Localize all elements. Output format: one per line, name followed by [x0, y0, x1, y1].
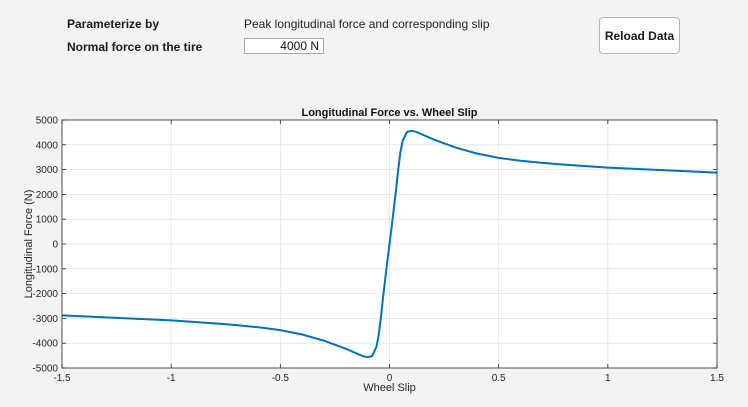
- y-tick-label: -1000: [32, 264, 58, 275]
- y-tick-label: 3000: [36, 165, 59, 176]
- x-tick-label: -1: [167, 373, 176, 384]
- x-tick-label: 0.5: [492, 373, 506, 384]
- parameterize-value[interactable]: Peak longitudinal force and correspondin…: [244, 17, 490, 31]
- parameterize-label: Parameterize by: [67, 17, 160, 31]
- y-tick-label: -3000: [32, 314, 58, 325]
- axis-ticks: -1.5 -1 -0.5 0 0.5 1 1.5 -5000 -4000 -3000 -2000 -1…: [32, 116, 724, 385]
- reload-data-button[interactable]: Reload Data: [599, 17, 680, 54]
- y-tick-label: -5000: [32, 364, 58, 375]
- series-line: [61, 129, 718, 359]
- x-tick-label: -0.5: [272, 373, 290, 384]
- y-tick-label: 2000: [36, 190, 59, 201]
- x-tick-label: 1.5: [710, 373, 724, 384]
- plot-border: [61, 119, 718, 369]
- y-tick-label: -2000: [32, 289, 58, 300]
- y-tick-label: 5000: [36, 116, 59, 127]
- normal-force-field[interactable]: [244, 38, 324, 54]
- y-tick-label: 0: [52, 240, 58, 251]
- y-tick-label: 1000: [36, 215, 59, 226]
- chart-title: Longitudinal Force vs. Wheel Slip: [301, 107, 477, 119]
- x-tick-label: 1: [605, 373, 611, 384]
- normal-force-label: Normal force on the tire: [67, 40, 203, 54]
- x-tick-label: 0: [387, 373, 393, 384]
- x-axis-label: Wheel Slip: [363, 382, 416, 394]
- y-axis-label: Longitudinal Force (N): [23, 190, 35, 299]
- y-tick-label: 4000: [36, 140, 59, 151]
- x-tick-label: -1.5: [53, 373, 71, 384]
- y-tick-label: -4000: [32, 339, 58, 350]
